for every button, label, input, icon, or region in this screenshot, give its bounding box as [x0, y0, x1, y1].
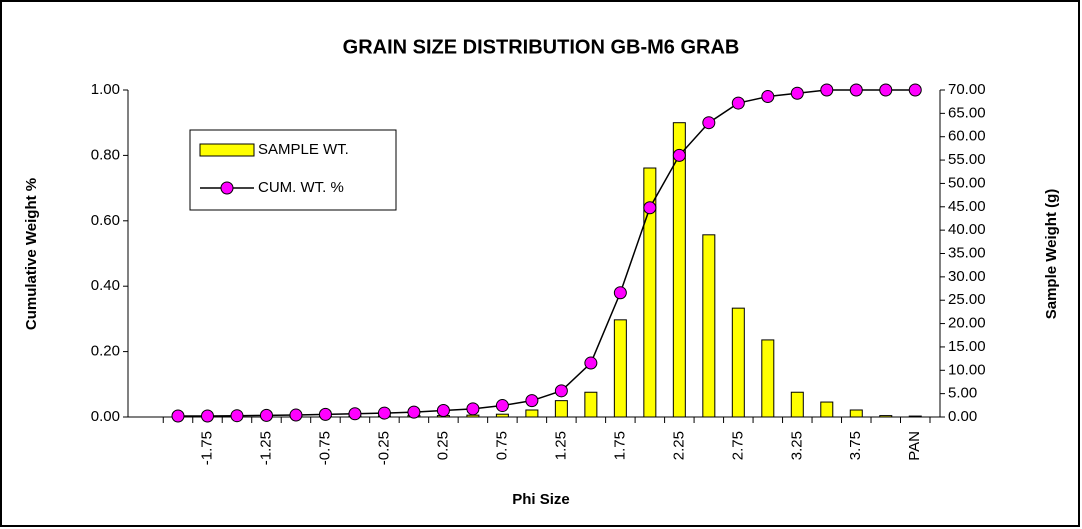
y2-tick-label: 40.00: [948, 221, 986, 238]
line-marker: [820, 83, 834, 97]
bar: [466, 414, 480, 418]
line-marker: [879, 83, 893, 97]
legend-swatch: [199, 143, 255, 157]
y2-tick-label: 0.00: [948, 408, 977, 425]
x-tick-label: -1.75: [198, 431, 215, 465]
y2-tick-label: 45.00: [948, 198, 986, 215]
x-tick-label: -1.25: [257, 431, 274, 465]
line-marker: [171, 409, 185, 423]
x-tick-label: -0.75: [316, 431, 333, 465]
y2-tick-label: 20.00: [948, 315, 986, 332]
line-marker: [790, 86, 804, 100]
x-tick-label: 2.25: [670, 431, 687, 460]
y-tick-label: 0.20: [91, 343, 120, 360]
bar: [643, 167, 657, 418]
x-tick-label: -0.25: [375, 431, 392, 465]
y2-tick-label: 35.00: [948, 244, 986, 261]
line-marker: [377, 406, 391, 420]
chart-title: GRAIN SIZE DISTRIBUTION GB-M6 GRAB: [343, 36, 740, 58]
line-marker: [702, 116, 716, 130]
y-tick-label: 0.80: [91, 146, 120, 163]
bar: [820, 401, 834, 418]
bar: [849, 409, 863, 418]
line-marker: [289, 408, 303, 422]
line-marker: [259, 408, 273, 422]
y2-tick-label: 60.00: [948, 128, 986, 145]
line-marker: [908, 83, 922, 97]
x-tick-label: 0.25: [434, 431, 451, 460]
bar: [584, 391, 598, 418]
bar: [790, 391, 804, 418]
y2-tick-label: 70.00: [948, 81, 986, 98]
bar: [525, 409, 539, 418]
line-marker: [613, 286, 627, 300]
legend-label: CUM. WT. %: [258, 179, 344, 196]
y2-tick-label: 55.00: [948, 151, 986, 168]
x-tick-label: 2.75: [729, 431, 746, 460]
bar: [672, 122, 686, 418]
bar: [761, 339, 775, 418]
x-tick-label: PAN: [906, 431, 923, 461]
line-marker: [436, 403, 450, 417]
y-tick-label: 0.40: [91, 277, 120, 294]
x-tick-label: 3.25: [788, 431, 805, 460]
bar: [554, 400, 568, 418]
y2-tick-label: 25.00: [948, 291, 986, 308]
line-marker: [200, 409, 214, 423]
bar: [613, 319, 627, 418]
y2-axis-label: Sample Weight (g): [1043, 189, 1060, 320]
y-tick-label: 0.60: [91, 212, 120, 229]
bar: [495, 413, 509, 418]
y2-tick-label: 50.00: [948, 174, 986, 191]
bar: [908, 415, 922, 418]
line-marker: [849, 83, 863, 97]
legend-label: SAMPLE WT.: [258, 141, 349, 158]
line-marker: [554, 384, 568, 398]
y2-tick-label: 5.00: [948, 385, 977, 402]
y-tick-label: 1.00: [91, 81, 120, 98]
x-tick-label: 0.75: [493, 431, 510, 460]
y-axis-label: Cumulative Weight %: [23, 178, 40, 330]
x-axis-label: Phi Size: [512, 491, 570, 508]
line-marker: [407, 405, 421, 419]
legend-marker: [220, 181, 234, 195]
line-marker: [672, 148, 686, 162]
y-tick-label: 0.00: [91, 408, 120, 425]
x-tick-label: 3.75: [847, 431, 864, 460]
x-tick-label: 1.75: [611, 431, 628, 460]
y2-tick-label: 30.00: [948, 268, 986, 285]
y2-tick-label: 10.00: [948, 361, 986, 378]
y2-tick-label: 65.00: [948, 104, 986, 121]
line-marker: [731, 96, 745, 110]
line-marker: [584, 356, 598, 370]
bar: [731, 307, 745, 418]
bar: [879, 415, 893, 418]
line-marker: [318, 407, 332, 421]
x-tick-label: 1.25: [552, 431, 569, 460]
line-marker: [495, 399, 509, 413]
line-marker: [525, 394, 539, 408]
y2-tick-label: 15.00: [948, 338, 986, 355]
legend-box: [189, 129, 397, 211]
line-marker: [348, 407, 362, 421]
line-marker: [230, 409, 244, 423]
bar: [702, 234, 716, 418]
line-marker: [466, 402, 480, 416]
line-marker: [761, 90, 775, 104]
line-marker: [643, 201, 657, 215]
